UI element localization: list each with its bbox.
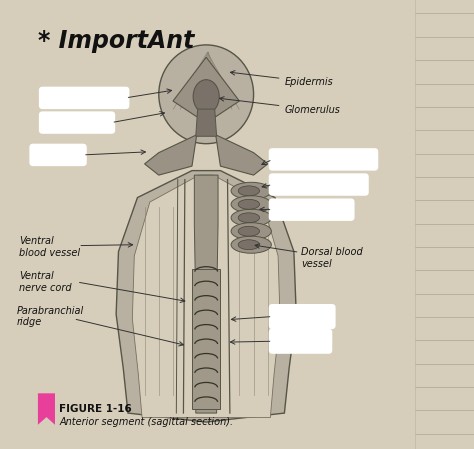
Polygon shape [194, 175, 218, 413]
FancyBboxPatch shape [39, 111, 115, 134]
FancyBboxPatch shape [269, 148, 378, 171]
Text: Glomerulus: Glomerulus [219, 97, 340, 114]
FancyBboxPatch shape [269, 198, 355, 221]
Text: Epidermis: Epidermis [230, 70, 333, 87]
Polygon shape [173, 57, 239, 117]
Ellipse shape [238, 213, 260, 223]
FancyBboxPatch shape [269, 329, 332, 354]
Text: FIGURE 1-16: FIGURE 1-16 [59, 404, 132, 414]
FancyBboxPatch shape [29, 144, 87, 166]
Polygon shape [116, 171, 296, 422]
Ellipse shape [193, 80, 219, 113]
Text: * ImportAnt: * ImportAnt [38, 29, 194, 53]
Text: Anterior segment (sagittal section).: Anterior segment (sagittal section). [59, 417, 233, 427]
Ellipse shape [231, 223, 271, 240]
Ellipse shape [238, 240, 260, 250]
Polygon shape [192, 269, 220, 409]
Text: Ventral
blood vessel: Ventral blood vessel [19, 236, 80, 258]
Ellipse shape [231, 182, 271, 199]
FancyBboxPatch shape [39, 87, 129, 109]
Text: Ventral
nerve cord: Ventral nerve cord [19, 271, 72, 293]
Polygon shape [216, 135, 268, 175]
Polygon shape [145, 135, 197, 175]
Polygon shape [38, 393, 55, 425]
Ellipse shape [159, 45, 254, 144]
Ellipse shape [238, 199, 260, 209]
Text: Parabranchial
ridge: Parabranchial ridge [17, 306, 84, 327]
FancyBboxPatch shape [269, 304, 336, 329]
Ellipse shape [238, 186, 260, 196]
Ellipse shape [238, 226, 260, 236]
Ellipse shape [231, 209, 271, 226]
Text: Dorsal blood
vessel: Dorsal blood vessel [301, 247, 363, 269]
FancyBboxPatch shape [269, 173, 369, 196]
Ellipse shape [231, 236, 271, 253]
Polygon shape [196, 109, 217, 136]
Ellipse shape [231, 196, 271, 213]
Polygon shape [132, 175, 280, 418]
